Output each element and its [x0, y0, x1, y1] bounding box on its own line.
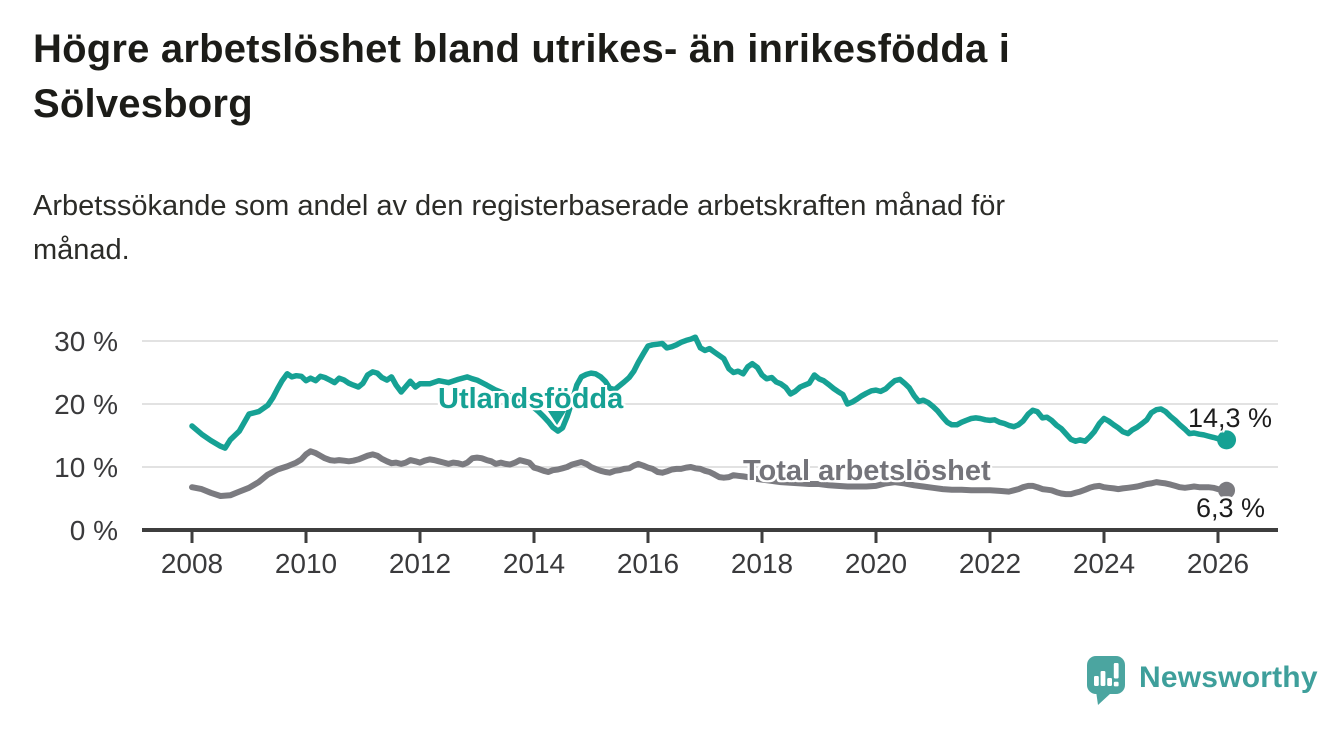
page-title-line-2: Sölvesborg	[33, 82, 253, 126]
x-axis-tick-label: 2016	[617, 548, 679, 579]
x-axis-tick-label: 2012	[389, 548, 451, 579]
newsworthy-wordmark: Newsworthy	[1139, 661, 1318, 694]
page-title: Högre arbetslöshet bland utrikes- än inr…	[33, 22, 1233, 132]
page-subtitle-line-2: månad.	[33, 234, 130, 266]
series-pointer-down-icon	[548, 411, 566, 425]
x-axis-tick-label: 2020	[845, 548, 907, 579]
page-title-line-1: Högre arbetslöshet bland utrikes- än inr…	[33, 27, 1011, 71]
x-axis-tick-label: 2010	[275, 548, 337, 579]
unemployment-line-chart: 0 % 10 % 20 % 30 % 2008 2010 2012 2014 2016 2018 2…	[54, 326, 1278, 579]
x-axis-tick-label: 2014	[503, 548, 565, 579]
series-label-total-arbetsloshet: Total arbetslöshet	[743, 455, 991, 487]
series-label-utlandsfodda: Utlandsfödda	[438, 383, 624, 415]
y-axis-tick-label: 10 %	[54, 452, 118, 483]
end-value-label-utlandsfodda: 14,3 %	[1188, 403, 1273, 433]
line-chart-area: 0 % 10 % 20 % 30 % 2008 2010 2012 2014 2016 2018 2…	[0, 300, 1340, 610]
series-line-total	[189, 448, 1230, 499]
series-line-utlandsfodda	[189, 334, 1230, 451]
page-subtitle-line-1: Arbetssökande som andel av den registerb…	[33, 190, 1006, 222]
y-axis-tick-label: 30 %	[54, 326, 118, 357]
newsworthy-speech-bubble-icon	[1087, 656, 1125, 705]
x-axis-tick-label: 2008	[161, 548, 223, 579]
x-axis-tick-label: 2022	[959, 548, 1021, 579]
y-axis-tick-label: 0 %	[70, 515, 118, 546]
x-axis-tick-label: 2026	[1187, 548, 1249, 579]
newsworthy-logo: Newsworthy	[1086, 655, 1318, 707]
x-axis-tick-label: 2018	[731, 548, 793, 579]
end-value-label-total: 6,3 %	[1196, 493, 1266, 523]
end-point-dot-total	[1218, 481, 1236, 499]
end-point-dot-utlandsfodda	[1217, 430, 1237, 450]
y-axis-tick-label: 20 %	[54, 389, 118, 420]
page-subtitle: Arbetssökande som andel av den registerb…	[33, 184, 1253, 272]
x-axis-tick-label: 2024	[1073, 548, 1135, 579]
